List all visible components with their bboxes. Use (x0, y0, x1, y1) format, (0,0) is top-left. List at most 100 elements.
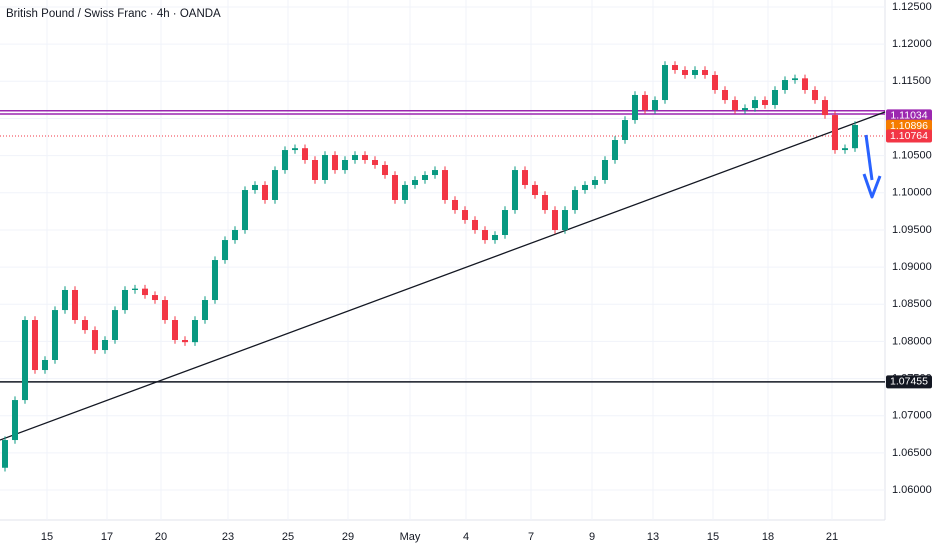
candle-body (732, 100, 738, 110)
candle-body (72, 289, 78, 321)
candle-body (202, 300, 208, 321)
candle-body (92, 330, 98, 351)
candle-body (662, 65, 668, 101)
candle-body (432, 170, 438, 176)
plot-area (0, 0, 886, 520)
candle-body (172, 320, 178, 341)
candle-body (842, 148, 848, 151)
x-tick-label: May (400, 531, 421, 543)
candle-body (252, 184, 258, 191)
x-tick-label: 15 (41, 531, 53, 543)
candle-body (52, 310, 58, 360)
candle-body (792, 78, 798, 81)
x-tick-label: 23 (222, 531, 234, 543)
candle-body (622, 120, 628, 141)
candle-body (302, 148, 308, 161)
y-tick-label: 1.07000 (892, 410, 932, 422)
x-tick-label: 9 (589, 531, 595, 543)
x-tick-label: 17 (101, 531, 113, 543)
candle-body (282, 150, 288, 171)
price-label-box (886, 109, 932, 123)
candle-body (42, 359, 48, 371)
candle-body (552, 210, 558, 231)
x-tick-label: 20 (155, 531, 167, 543)
y-tick-label: 1.09500 (892, 224, 932, 236)
candle-body (142, 288, 148, 296)
candle-body (232, 230, 238, 241)
candle-body (852, 125, 858, 149)
x-tick-label: 7 (528, 531, 534, 543)
candle-body (412, 179, 418, 185)
candle-body (372, 160, 378, 165)
candle-body (32, 320, 38, 371)
candle-body (502, 210, 508, 235)
candle-body (362, 155, 368, 161)
candle-body (512, 170, 518, 211)
candle-body (762, 100, 768, 106)
axes: 1.060001.065001.070001.075001.080001.085… (41, 1, 932, 543)
candle-body (782, 80, 788, 90)
candle-body (332, 155, 338, 171)
candle-body (272, 170, 278, 200)
candle-body (162, 300, 168, 321)
y-tick-label: 1.11500 (892, 75, 931, 87)
price-label-box (886, 129, 932, 143)
candle-body (712, 74, 718, 90)
candle-body (212, 260, 218, 301)
candle-body (322, 155, 328, 180)
candle-body (12, 400, 18, 441)
candle-body (682, 70, 688, 75)
candle-body (572, 190, 578, 211)
candle-body (422, 175, 428, 180)
candle-body (342, 160, 348, 171)
candle-body (802, 78, 808, 90)
candle-body (222, 240, 228, 261)
price-label: 1.10896 (890, 120, 928, 132)
price-label-box (886, 119, 932, 133)
price-label: 1.10764 (890, 130, 928, 142)
x-tick-label: 15 (707, 531, 719, 543)
candle-body (532, 184, 538, 196)
candle-body (312, 160, 318, 180)
candle-body (692, 70, 698, 75)
price-label: 1.11034 (890, 110, 927, 122)
candle-body (752, 100, 758, 109)
y-tick-label: 1.09000 (892, 261, 932, 273)
candle-body (2, 440, 8, 468)
candle-body (612, 140, 618, 161)
y-tick-label: 1.10500 (892, 150, 932, 162)
candle-body (722, 89, 728, 101)
candle-body (472, 219, 478, 231)
y-tick-label: 1.06000 (892, 484, 932, 496)
x-tick-label: 13 (647, 531, 659, 543)
candle-body (632, 94, 638, 121)
y-tick-label: 1.06500 (892, 447, 932, 459)
candle-body (152, 295, 158, 301)
candle-body (602, 160, 608, 180)
candle-body (822, 100, 828, 116)
candle-body (812, 89, 818, 101)
candle-body (642, 94, 648, 110)
candle-body (452, 199, 458, 211)
candle-body (382, 164, 388, 176)
x-tick-label: 18 (762, 531, 774, 543)
candle-body (772, 89, 778, 106)
candle-body (652, 100, 658, 110)
candle-body (62, 289, 68, 311)
candle-body (542, 195, 548, 211)
candle-body (702, 70, 708, 75)
x-tick-label: 25 (282, 531, 294, 543)
y-tick-label: 1.08500 (892, 298, 932, 310)
candle-body (562, 210, 568, 231)
candle-body (192, 320, 198, 343)
candle-body (522, 170, 528, 185)
y-tick-label: 1.12000 (892, 38, 932, 50)
y-tick-label: 1.12500 (892, 1, 932, 13)
down-arrow (862, 134, 882, 199)
candle-body (402, 184, 408, 200)
trendline (0, 111, 886, 441)
candle-body (482, 230, 488, 241)
chart-title: British Pound / Swiss Franc · 4h · OANDA (6, 8, 221, 20)
price-label: 1.07455 (890, 376, 928, 388)
